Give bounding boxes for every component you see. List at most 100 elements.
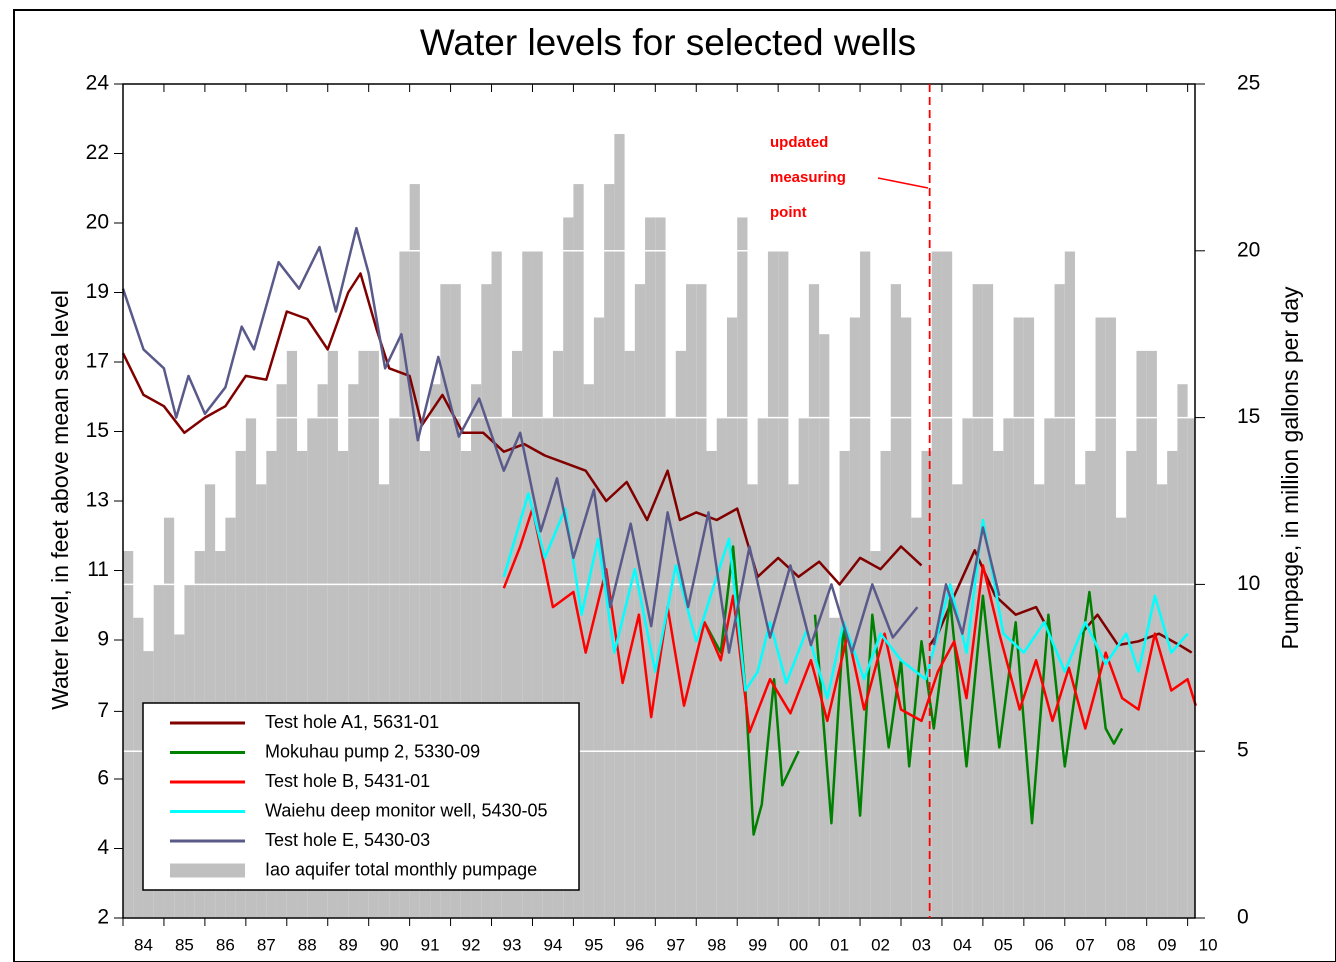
pumpage-bar bbox=[1167, 450, 1178, 918]
x-tick-label: 90 bbox=[380, 935, 399, 954]
y-tick-label: 17 bbox=[86, 350, 109, 373]
x-tick-label: 94 bbox=[543, 935, 562, 954]
pumpage-bar bbox=[430, 384, 441, 918]
x-tick-label: 96 bbox=[625, 935, 644, 954]
y2-axis-label: Pumpage, in million gallons per day bbox=[1277, 286, 1303, 650]
y-tick-label: 7 bbox=[97, 699, 109, 722]
pumpage-bar bbox=[788, 484, 799, 918]
y-tick-label: 15 bbox=[86, 419, 109, 442]
pumpage-bar bbox=[368, 350, 379, 918]
pumpage-bar bbox=[307, 417, 318, 918]
x-tick-label: 89 bbox=[339, 935, 358, 954]
pumpage-bar bbox=[1126, 450, 1137, 918]
series-line bbox=[121, 226, 1001, 654]
y-tick-label: 19 bbox=[86, 280, 109, 303]
pumpage-bar bbox=[1075, 484, 1086, 918]
pumpage-bar bbox=[573, 184, 584, 918]
lines bbox=[121, 226, 1197, 836]
pumpage-bar bbox=[317, 384, 328, 918]
pumpage-bar bbox=[614, 134, 625, 919]
y-tick-label: 13 bbox=[86, 489, 109, 512]
y-tick-label: 6 bbox=[97, 767, 109, 790]
pumpage-bar bbox=[1034, 484, 1045, 918]
pumpage-bar bbox=[747, 484, 758, 918]
y2-tick-label: 15 bbox=[1237, 405, 1260, 428]
x-tick-label: 01 bbox=[830, 935, 849, 954]
x-tick-label: 87 bbox=[257, 935, 276, 954]
legend-label: Test hole E, 5430-03 bbox=[265, 830, 430, 850]
pumpage-bar bbox=[501, 417, 512, 918]
pumpage-bar bbox=[552, 350, 564, 918]
pumpage-bar bbox=[952, 484, 963, 918]
pumpage-bar bbox=[675, 350, 687, 918]
pumpage-bar bbox=[839, 450, 850, 918]
pumpage-bar bbox=[900, 317, 912, 918]
pumpage-bar bbox=[348, 384, 359, 918]
x-tick-label: 03 bbox=[912, 935, 931, 954]
pumpage-bar bbox=[440, 284, 451, 918]
pumpage-bar bbox=[563, 217, 574, 918]
legend-label: Iao aquifer total monthly pumpage bbox=[265, 859, 537, 879]
pumpage-bar bbox=[511, 350, 523, 918]
y-tick-label: 11 bbox=[87, 558, 109, 581]
y-tick-label: 22 bbox=[86, 141, 109, 164]
x-tick-label: 05 bbox=[994, 935, 1013, 954]
pumpage-bar bbox=[624, 350, 635, 918]
x-tick-label: 84 bbox=[134, 935, 153, 954]
pumpage-bar bbox=[808, 284, 820, 918]
x-tick-label: 92 bbox=[462, 935, 481, 954]
pumpage-bar bbox=[696, 284, 707, 918]
x-tick-label: 09 bbox=[1158, 935, 1177, 954]
pumpage-bar bbox=[1023, 317, 1035, 918]
x-tick-label: 08 bbox=[1117, 935, 1136, 954]
series-line bbox=[502, 507, 1197, 734]
pumpage-bar bbox=[256, 484, 267, 918]
legend-label: Test hole B, 5431-01 bbox=[265, 771, 430, 791]
x-tick-label: 91 bbox=[421, 935, 440, 954]
legend-label: Test hole A1, 5631-01 bbox=[265, 712, 439, 732]
x-tick-label: 07 bbox=[1076, 935, 1095, 954]
pumpage-bar bbox=[1136, 350, 1147, 918]
x-tick-label: 10 bbox=[1199, 935, 1218, 954]
pumpage-bar bbox=[1146, 350, 1157, 918]
pumpage-bar bbox=[645, 217, 656, 918]
annotation-text: measuring bbox=[770, 169, 846, 186]
pumpage-bar bbox=[890, 284, 901, 918]
pumpage-bar bbox=[471, 384, 482, 918]
legend-label: Waiehu deep monitor well, 5430-05 bbox=[265, 800, 548, 820]
y2-tick-label: 5 bbox=[1237, 739, 1249, 762]
x-tick-label: 98 bbox=[707, 935, 726, 954]
x-tick-label: 06 bbox=[1035, 935, 1054, 954]
annotation-text: point bbox=[770, 204, 807, 221]
pumpage-bar bbox=[798, 417, 809, 918]
pumpage-bar bbox=[450, 284, 461, 918]
y-tick-label: 9 bbox=[97, 628, 109, 651]
y2-tick-label: 25 bbox=[1237, 72, 1260, 95]
y2-tick-label: 0 bbox=[1237, 906, 1249, 929]
y-tick-label: 4 bbox=[97, 836, 109, 859]
pumpage-bar bbox=[1013, 317, 1024, 918]
pumpage-bar bbox=[123, 551, 134, 918]
pumpage-bar bbox=[378, 484, 390, 918]
pumpage-bar bbox=[1085, 450, 1096, 918]
pumpage-bar bbox=[542, 417, 553, 918]
legend-box bbox=[142, 702, 580, 891]
y-tick-label: 2 bbox=[97, 906, 109, 929]
x-tick-label: 95 bbox=[584, 935, 603, 954]
legend-label: Mokuhau pump 2, 5330-09 bbox=[265, 741, 480, 761]
pumpage-bar bbox=[757, 417, 768, 918]
pumpage-bar bbox=[1115, 517, 1127, 918]
pumpage-bar bbox=[1187, 417, 1195, 918]
y-axis-label: Water level, in feet above mean sea leve… bbox=[47, 290, 73, 710]
pumpage-bar bbox=[1177, 384, 1188, 918]
pumpage-bar bbox=[1044, 417, 1055, 918]
x-tick-label: 93 bbox=[503, 935, 522, 954]
y-tick-label: 20 bbox=[86, 211, 109, 234]
x-tick-label: 00 bbox=[789, 935, 808, 954]
x-tick-label: 86 bbox=[216, 935, 235, 954]
pumpage-bar bbox=[993, 450, 1004, 918]
pumpage-bar bbox=[665, 417, 676, 918]
pumpage-bar bbox=[419, 450, 431, 918]
